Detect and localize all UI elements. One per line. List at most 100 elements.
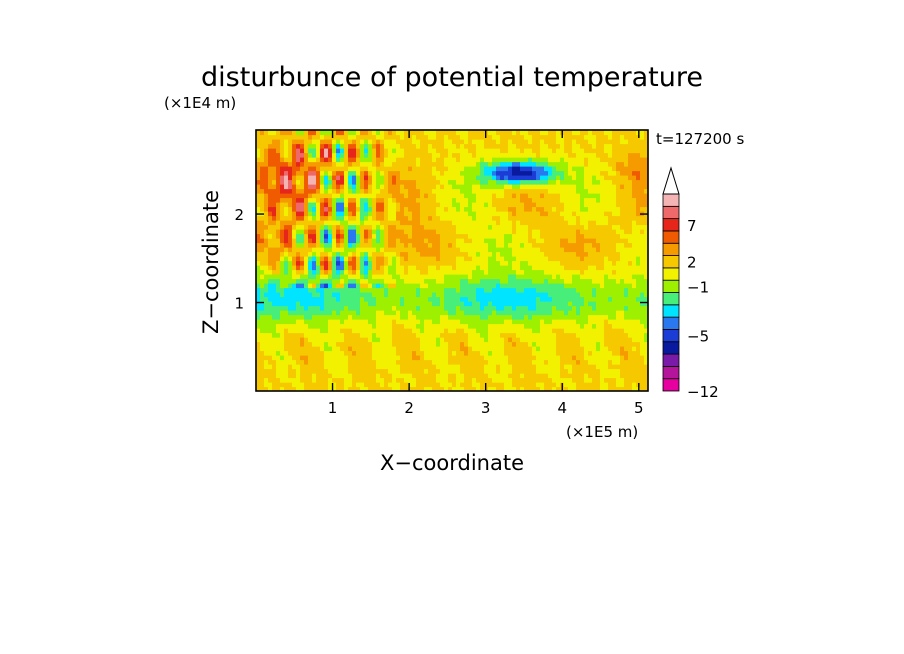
contour-cell xyxy=(500,319,505,325)
contour-cell xyxy=(376,166,381,172)
contour-cell xyxy=(416,377,421,383)
contour-cell xyxy=(520,305,525,311)
contour-cell xyxy=(408,251,413,257)
contour-cell xyxy=(372,364,377,370)
contour-cell xyxy=(380,238,385,244)
contour-cell xyxy=(272,377,277,383)
contour-cell xyxy=(376,386,381,391)
contour-cell xyxy=(476,247,481,253)
contour-cell xyxy=(460,287,465,293)
contour-cell xyxy=(420,332,425,338)
contour-cell xyxy=(268,269,273,275)
contour-cell xyxy=(328,337,333,343)
contour-cell xyxy=(400,319,405,325)
contour-cell xyxy=(448,260,453,266)
contour-cell xyxy=(336,278,341,284)
contour-cell xyxy=(448,350,453,356)
contour-cell xyxy=(284,166,289,172)
contour-cell xyxy=(508,346,513,352)
contour-cell xyxy=(636,251,641,257)
contour-cell xyxy=(384,166,389,172)
contour-cell xyxy=(396,188,401,194)
contour-cell xyxy=(520,247,525,253)
contour-cell xyxy=(448,161,453,167)
contour-cell xyxy=(608,179,613,185)
contour-cell xyxy=(352,328,357,334)
contour-cell xyxy=(576,332,581,338)
contour-cell xyxy=(496,220,501,226)
contour-cell xyxy=(392,319,397,325)
contour-cell xyxy=(516,274,521,280)
contour-cell xyxy=(308,242,313,248)
contour-cell xyxy=(400,166,405,172)
contour-cell xyxy=(588,184,593,190)
contour-cell xyxy=(404,346,409,352)
contour-cell xyxy=(440,251,445,257)
contour-cell xyxy=(348,301,353,307)
contour-cell xyxy=(468,350,473,356)
contour-cell xyxy=(288,161,293,167)
contour-cell xyxy=(632,211,637,217)
contour-cell xyxy=(420,251,425,257)
contour-cell xyxy=(452,197,457,203)
contour-cell xyxy=(264,260,269,266)
contour-cell xyxy=(416,211,421,217)
contour-cell xyxy=(524,193,529,199)
contour-cell xyxy=(420,368,425,374)
contour-cell xyxy=(528,305,533,311)
contour-cell xyxy=(360,256,365,262)
contour-cell xyxy=(592,305,597,311)
contour-cell xyxy=(644,305,648,311)
contour-cell xyxy=(260,161,265,167)
contour-cell xyxy=(404,242,409,248)
contour-cell xyxy=(280,224,285,230)
contour-cell xyxy=(488,247,493,253)
contour-cell xyxy=(500,206,505,212)
contour-cell xyxy=(480,188,485,194)
contour-cell xyxy=(640,305,645,311)
contour-cell xyxy=(256,206,261,212)
contour-cell xyxy=(392,166,397,172)
contour-cell xyxy=(536,188,541,194)
contour-cell xyxy=(368,314,373,320)
contour-cell xyxy=(408,364,413,370)
contour-cell xyxy=(352,179,357,185)
contour-cell xyxy=(404,184,409,190)
contour-cell xyxy=(480,283,485,289)
contour-cell xyxy=(444,301,449,307)
contour-cell xyxy=(264,359,269,365)
contour-cell xyxy=(484,337,489,343)
contour-cell xyxy=(464,292,469,298)
contour-cell xyxy=(480,310,485,316)
contour-cell xyxy=(272,229,277,235)
contour-cell xyxy=(300,256,305,262)
contour-cell xyxy=(288,247,293,253)
contour-cell xyxy=(364,256,369,262)
contour-cell xyxy=(632,328,637,334)
contour-cell xyxy=(460,332,465,338)
contour-cell xyxy=(516,215,521,221)
contour-cell xyxy=(348,319,353,325)
contour-cell xyxy=(272,328,277,334)
contour-cell xyxy=(436,301,441,307)
contour-cell xyxy=(284,211,289,217)
contour-cell xyxy=(596,184,601,190)
contour-cell xyxy=(552,341,557,347)
contour-cell xyxy=(424,364,429,370)
contour-cell xyxy=(584,359,589,365)
contour-cell xyxy=(612,305,617,311)
contour-cell xyxy=(436,382,441,388)
contour-cell xyxy=(392,179,397,185)
contour-cell xyxy=(408,166,413,172)
contour-cell xyxy=(372,301,377,307)
contour-cell xyxy=(264,346,269,352)
contour-cell xyxy=(328,265,333,271)
contour-cell xyxy=(528,350,533,356)
contour-cell xyxy=(336,269,341,275)
contour-cell xyxy=(364,350,369,356)
contour-cell xyxy=(464,188,469,194)
contour-cell xyxy=(616,238,621,244)
contour-cell xyxy=(272,265,277,271)
contour-cell xyxy=(260,170,265,176)
contour-cell xyxy=(492,386,497,391)
